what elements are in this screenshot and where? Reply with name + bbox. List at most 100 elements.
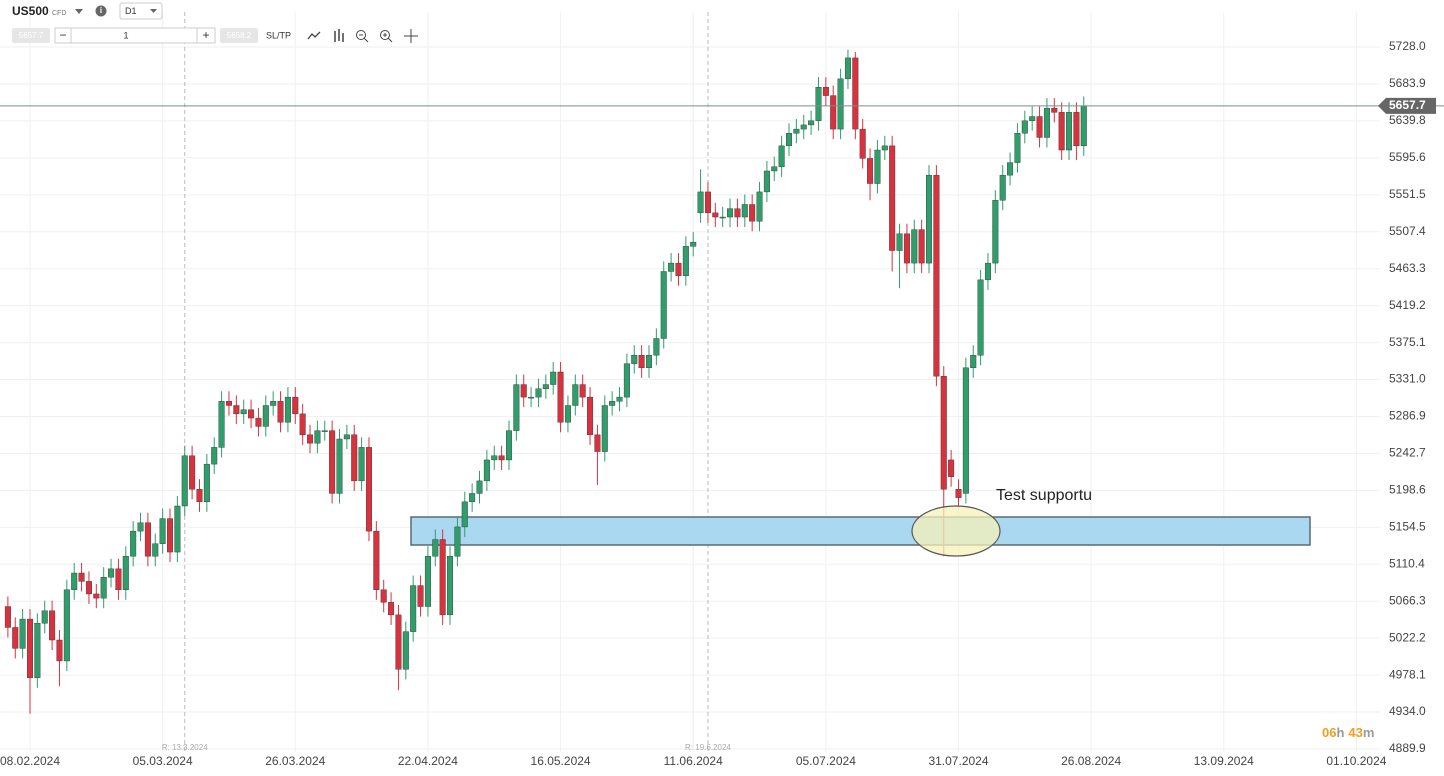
plus[interactable]: + [202, 28, 209, 42]
candle-body [631, 355, 638, 364]
candle-body [41, 610, 48, 624]
y-tick-label: 5242.7 [1389, 446, 1426, 460]
candle-body [727, 208, 734, 218]
y-tick-label: 5066.3 [1389, 593, 1426, 607]
candle-body [410, 585, 417, 632]
bid-button[interactable] [12, 28, 50, 43]
candle-body [380, 589, 387, 603]
zoom-in[interactable] [380, 30, 390, 40]
candle-body [542, 384, 549, 389]
line-chart-icon[interactable] [307, 31, 321, 40]
y-tick-label: 5683.9 [1389, 76, 1426, 90]
y-tick-label: 5375.1 [1389, 335, 1426, 349]
y-tick-label: 5551.5 [1389, 187, 1426, 201]
candle-body [844, 57, 851, 80]
candle-body [719, 216, 726, 219]
countdown-hours: 06 [1322, 725, 1336, 740]
candle-body [660, 271, 667, 339]
candle-body [4, 606, 11, 628]
candle-body [992, 200, 999, 264]
candle-body [1014, 133, 1021, 163]
candle-body [911, 229, 918, 264]
candle-body [78, 572, 85, 582]
candles [4, 49, 1087, 714]
zoom-out[interactable] [356, 30, 366, 40]
bid-price: 5657.7 [19, 31, 44, 40]
candle-body [292, 396, 299, 415]
candle-body [734, 208, 741, 218]
candle-body [815, 87, 822, 121]
zoom-out-glyph [359, 34, 369, 43]
candle-body [528, 396, 535, 399]
candle-body [277, 401, 284, 423]
x-tick-label: 05.07.2024 [796, 754, 856, 768]
candle-body [329, 430, 336, 494]
symbol[interactable]: US500 [12, 4, 49, 18]
candle-body [962, 367, 969, 494]
y-tick-label: 5022.2 [1389, 630, 1426, 644]
candle-body [71, 572, 78, 590]
candle-body [749, 204, 756, 222]
candle-body [955, 489, 962, 498]
marker-label: R: 13.3.2024 [162, 743, 208, 752]
candle-body [12, 627, 19, 649]
candle-body [977, 279, 984, 356]
candle-body [1058, 112, 1065, 151]
x-tick-label: 01.10.2024 [1326, 754, 1386, 768]
ask-price: 5658.2 [227, 31, 252, 40]
candle-body [196, 489, 203, 503]
ask-button[interactable] [220, 28, 258, 43]
candle-body [793, 128, 800, 134]
candle-body [233, 405, 240, 415]
candle-body [874, 149, 881, 184]
y-tick-label: 5728.0 [1389, 39, 1426, 53]
info-glyph: i [100, 6, 102, 15]
y-tick-label: 5110.4 [1389, 556, 1425, 570]
candle-body [63, 589, 70, 662]
candle-body [351, 434, 358, 482]
y-tick-label: 5198.6 [1389, 483, 1426, 497]
candle-body [579, 384, 586, 398]
candle-body [867, 158, 874, 184]
candle-body [1043, 107, 1050, 138]
candle-body [93, 593, 100, 599]
candle-body [889, 145, 896, 251]
candle-body [307, 434, 314, 444]
countdown: 06h 43m [1322, 725, 1374, 740]
candle-body [447, 556, 454, 616]
symbol-dropdown[interactable] [75, 9, 83, 14]
candle-body [100, 576, 107, 599]
axes: 5728.0 5683.9 5639.8 5595.6 5551.5 5507.4 5463… [0, 39, 1444, 768]
candle-body [984, 262, 991, 281]
candle-body [255, 417, 262, 427]
candle-body [56, 639, 63, 662]
candle-body [668, 262, 675, 272]
candle-body [852, 57, 859, 130]
candle-body [388, 602, 395, 616]
pan-icon[interactable] [404, 29, 418, 43]
timeframe-caret [150, 9, 157, 13]
candle-body [461, 501, 468, 528]
candle-body [609, 401, 616, 406]
y-tick-label: 5463.3 [1389, 261, 1426, 275]
candle-icon[interactable] [334, 29, 344, 42]
candle-body [284, 396, 291, 423]
zoom-in-glyph [383, 33, 393, 43]
x-tick-label: 16.05.2024 [531, 754, 591, 768]
y-tick-label: 4978.1 [1389, 667, 1426, 681]
support-zone [410, 516, 1311, 546]
minus[interactable]: − [59, 28, 66, 42]
sl-tp[interactable]: SL/TP [266, 30, 291, 40]
candle-body [108, 568, 115, 578]
candle-body [402, 631, 409, 670]
info-icon[interactable] [95, 5, 107, 17]
candle-body [933, 174, 940, 377]
candle-body [439, 539, 446, 616]
timeframe-select[interactable] [119, 2, 163, 20]
candle-body [115, 568, 122, 590]
candle-body [690, 241, 697, 247]
candle-body [859, 128, 866, 159]
candle-body [432, 539, 439, 557]
quantity[interactable]: 1 [123, 30, 128, 40]
